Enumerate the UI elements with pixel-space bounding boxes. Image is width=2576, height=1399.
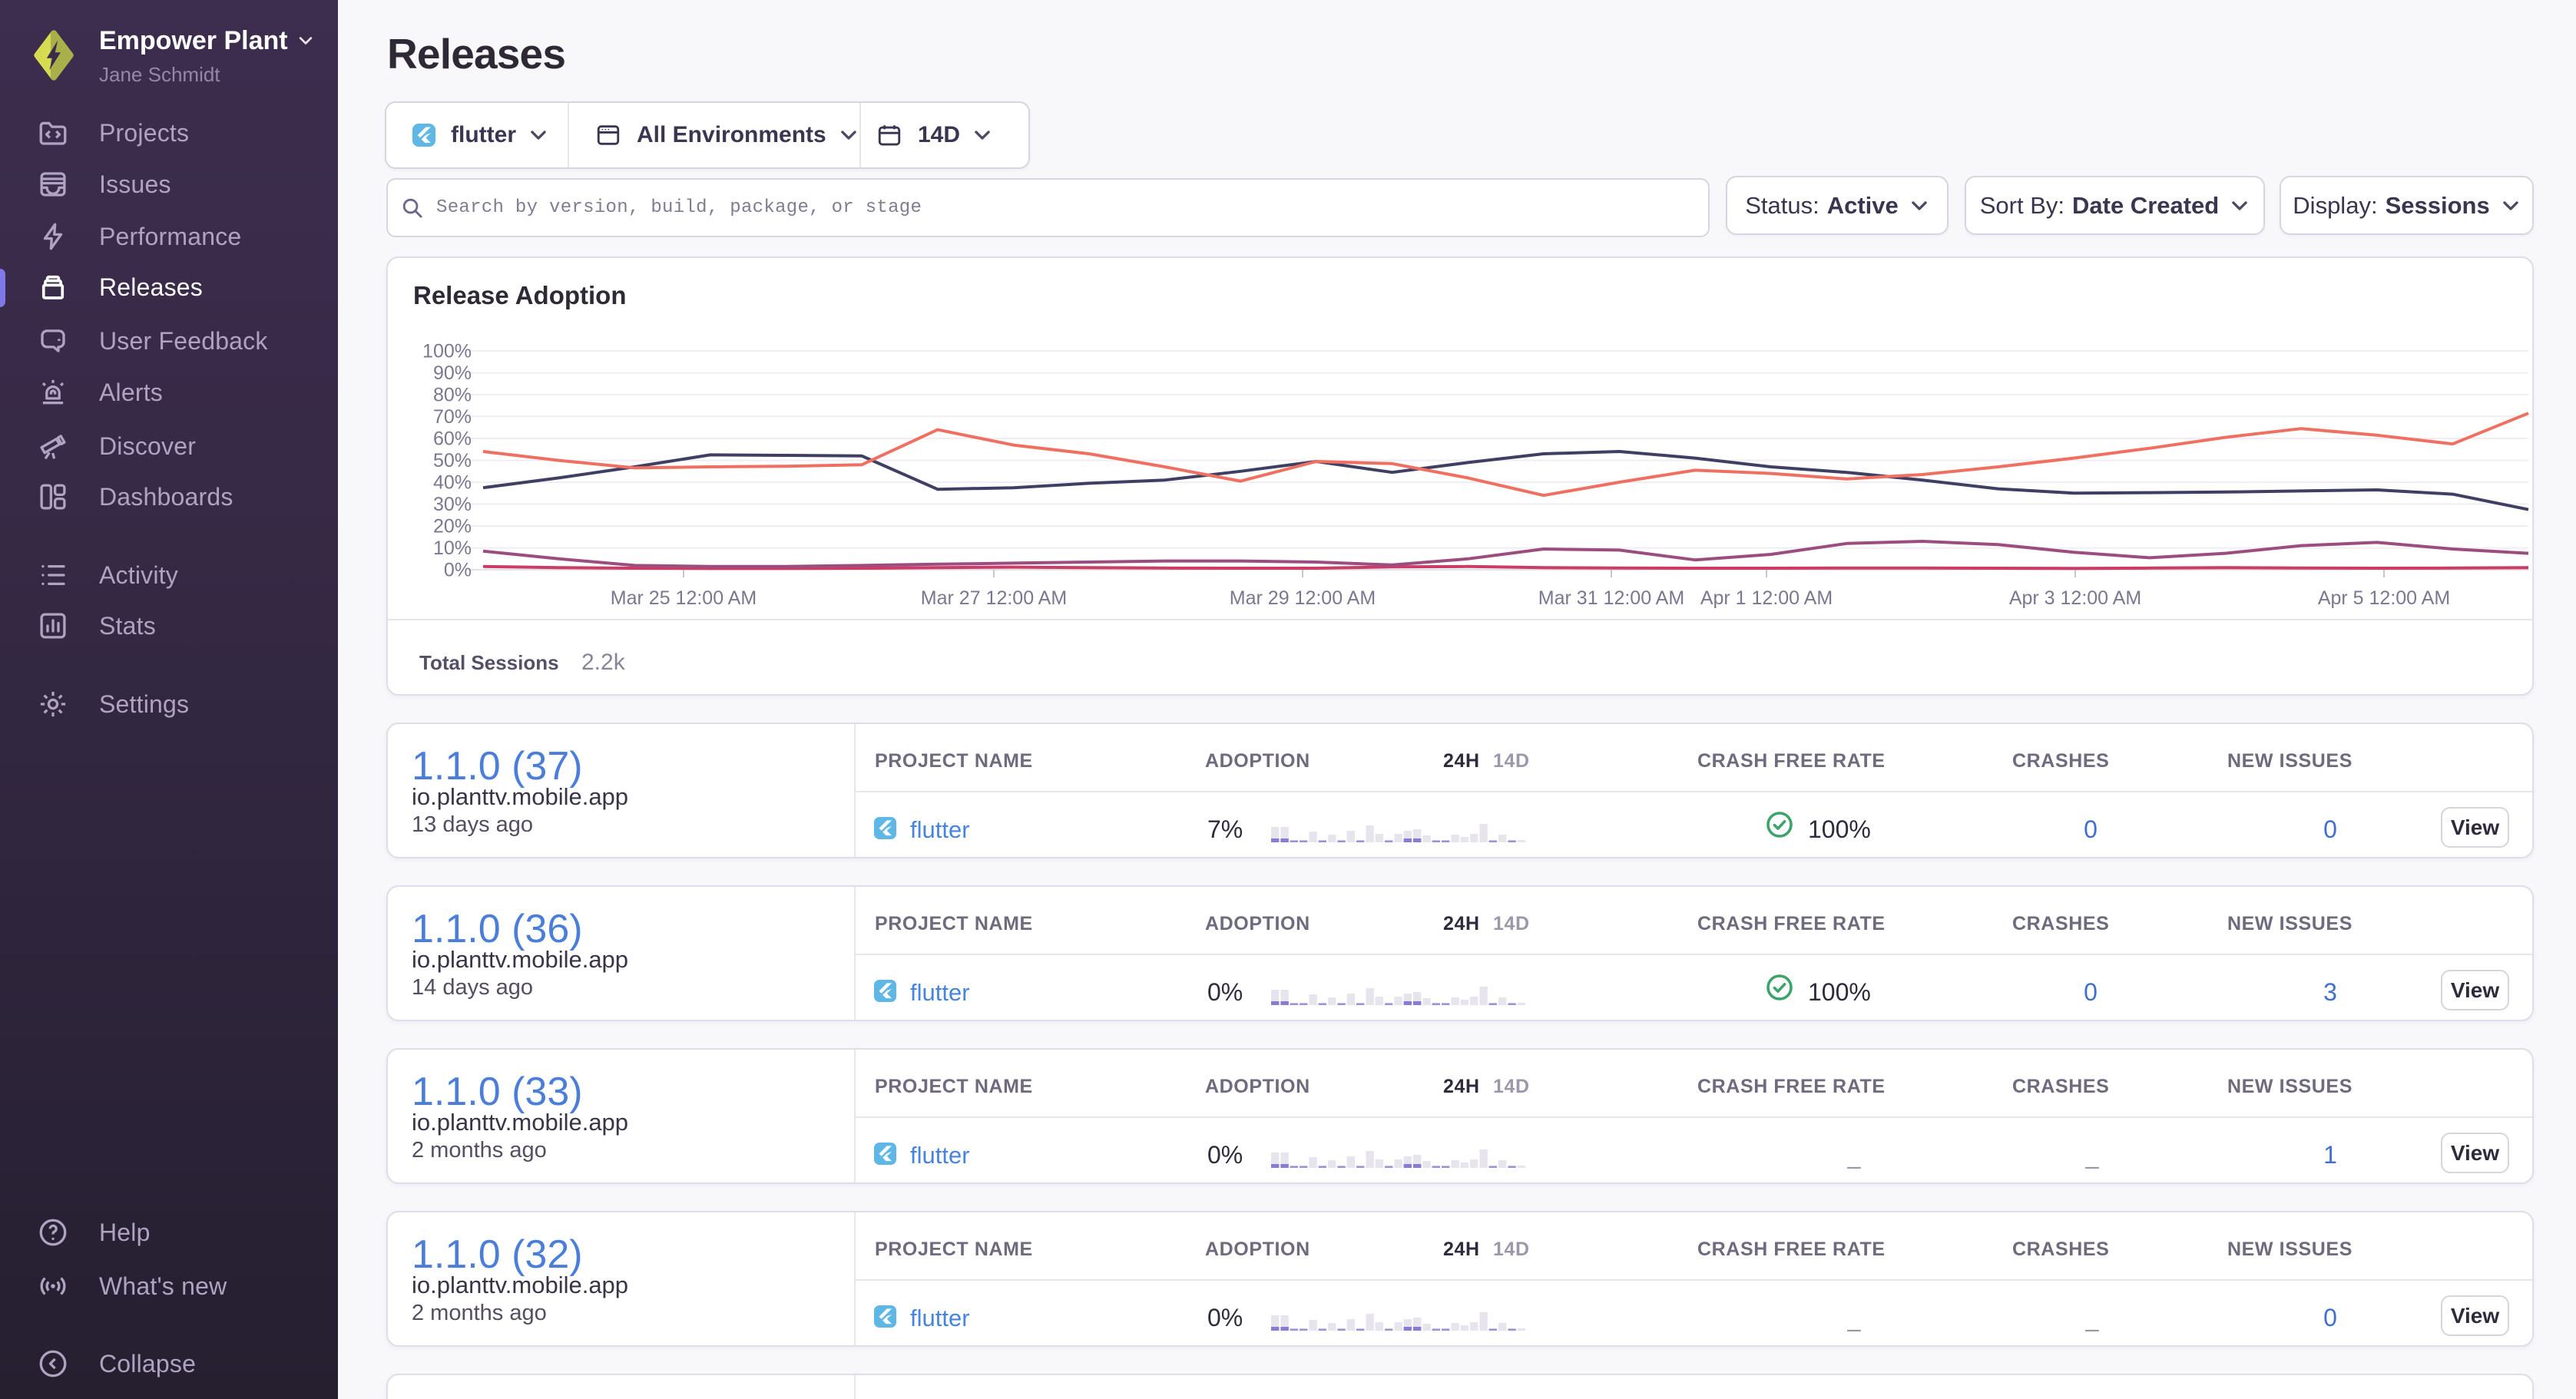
svg-text:20%: 20%: [433, 515, 472, 537]
svg-text:0%: 0%: [444, 559, 472, 580]
svg-text:90%: 90%: [433, 362, 472, 384]
svg-text:40%: 40%: [433, 471, 472, 493]
svg-text:Apr 1 12:00 AM: Apr 1 12:00 AM: [1700, 587, 1833, 609]
svg-text:70%: 70%: [433, 406, 472, 428]
svg-text:10%: 10%: [433, 537, 472, 559]
svg-text:80%: 80%: [433, 384, 472, 405]
svg-text:Apr 5 12:00 AM: Apr 5 12:00 AM: [2318, 587, 2450, 609]
svg-text:50%: 50%: [433, 450, 472, 471]
svg-text:Mar 25 12:00 AM: Mar 25 12:00 AM: [611, 587, 757, 609]
svg-text:Mar 27 12:00 AM: Mar 27 12:00 AM: [921, 587, 1067, 609]
svg-text:Mar 31 12:00 AM: Mar 31 12:00 AM: [1538, 587, 1684, 609]
svg-text:Mar 29 12:00 AM: Mar 29 12:00 AM: [1230, 587, 1376, 609]
svg-text:Apr 3 12:00 AM: Apr 3 12:00 AM: [2009, 587, 2141, 609]
svg-text:60%: 60%: [433, 428, 472, 449]
svg-text:30%: 30%: [433, 494, 472, 515]
svg-text:100%: 100%: [422, 340, 472, 362]
